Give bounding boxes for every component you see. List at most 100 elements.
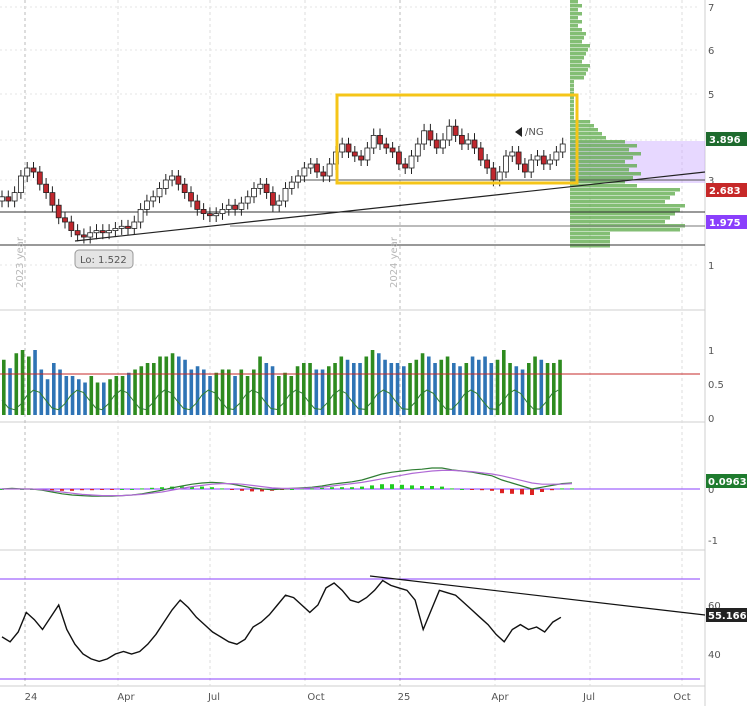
volume-bars [2,350,562,415]
macd-hist-bar [240,489,244,491]
profile-bar [570,96,574,100]
macd-hist-bar [450,488,454,490]
trendline-rising [74,171,706,242]
macd-hist-bar [100,489,104,490]
candle-body [370,134,377,149]
rsi-trendline [369,575,706,616]
volume-bar [195,366,200,415]
volume-bar [389,363,394,415]
candle-body [74,230,81,236]
profile-bar [570,156,633,160]
level-tag-high-value: 2.683 [709,186,741,197]
candle-body [414,143,421,157]
candle-body [339,143,346,153]
macd-histogram [0,484,574,495]
candle-body [465,139,472,145]
macd-hist-bar [90,489,94,491]
profile-bar [570,80,574,84]
profile-bar [570,60,582,64]
volume-bar [227,369,231,415]
macd-hist-bar [50,489,54,491]
macd-hist-bar [460,489,464,490]
volume-bar [508,363,512,415]
time-axis: 24 Apr Jul Oct 25 Apr Jul Oct [25,692,691,703]
last-price-tag: 3.896 [706,132,747,146]
profile-bar [570,32,586,36]
candle-body [408,155,415,169]
rsi-tick-label: 60 [708,601,721,612]
level-tag-low: 1.975 [706,215,747,229]
volume-bar [439,359,444,415]
profile-bar [570,0,578,4]
volume-bar [139,366,144,415]
profile-bar [570,140,625,144]
candle-body [131,221,138,229]
volume-bar [177,356,181,415]
candle-body [263,183,270,193]
macd-tick-label: -1 [708,536,718,547]
volume-bar [402,366,406,415]
macd-axis-ticks: 0 -1 [708,485,718,547]
candle-body [143,200,150,210]
volume-bar [552,363,556,415]
macd-value-tag: 0.09632 [706,474,747,488]
candle-body [345,143,352,153]
candle-body [427,130,434,141]
candle-body [490,167,497,181]
candle-body [484,159,491,169]
macd-hist-bar [110,489,114,490]
candle-body [389,147,396,153]
profile-bar [570,132,602,136]
profile-bar [570,28,582,32]
volume-bar [245,376,250,415]
volume-bar [302,363,306,415]
price-tick-label: 3 [708,176,714,187]
volume-bar [452,363,456,415]
volume-bar [433,363,437,415]
candle-body [458,134,465,145]
profile-bar [570,204,685,208]
time-axis-label: Apr [117,692,135,703]
candle-body [81,234,87,238]
macd-hist-bar [380,484,384,489]
volume-bar [470,356,475,415]
volume-bar [495,359,500,415]
candle-body [295,175,302,183]
macd-hist-bar [250,489,254,492]
level-tag-high: 2.683 [706,183,747,197]
volume-bar [214,372,219,415]
candle-body [288,181,295,189]
volume-bar [258,356,262,415]
candle-body [194,200,201,210]
macd-hist-bar [200,486,204,489]
candle-body [137,208,144,223]
candle-body [118,225,125,229]
volume-bar [533,356,537,415]
candle-body [534,155,541,161]
profile-bar [570,184,637,188]
volume-bar [202,369,206,415]
candle-body [24,167,31,177]
volume-bar [89,376,94,415]
candle-body [55,204,62,219]
profile-bar [570,100,574,104]
low-label-box: Lo: 1.522 [74,249,134,269]
candle-body [522,163,528,173]
volume-bar [364,356,369,415]
price-tick-label: 5 [708,90,714,101]
candle-body [257,183,264,189]
candle-body [5,196,12,202]
profile-bar [570,36,584,40]
macd-hist-bar [340,487,344,489]
last-price-value: 3.896 [709,135,741,146]
symbol-marker-icon [515,127,522,137]
volume-bar [358,363,362,415]
volume-bar [27,356,31,415]
profile-bar [570,12,582,16]
candle-body [301,167,308,177]
macd-hist-bar [410,485,414,489]
volume-bar [277,376,281,415]
candle-body [68,221,75,231]
candle-body [251,187,257,198]
